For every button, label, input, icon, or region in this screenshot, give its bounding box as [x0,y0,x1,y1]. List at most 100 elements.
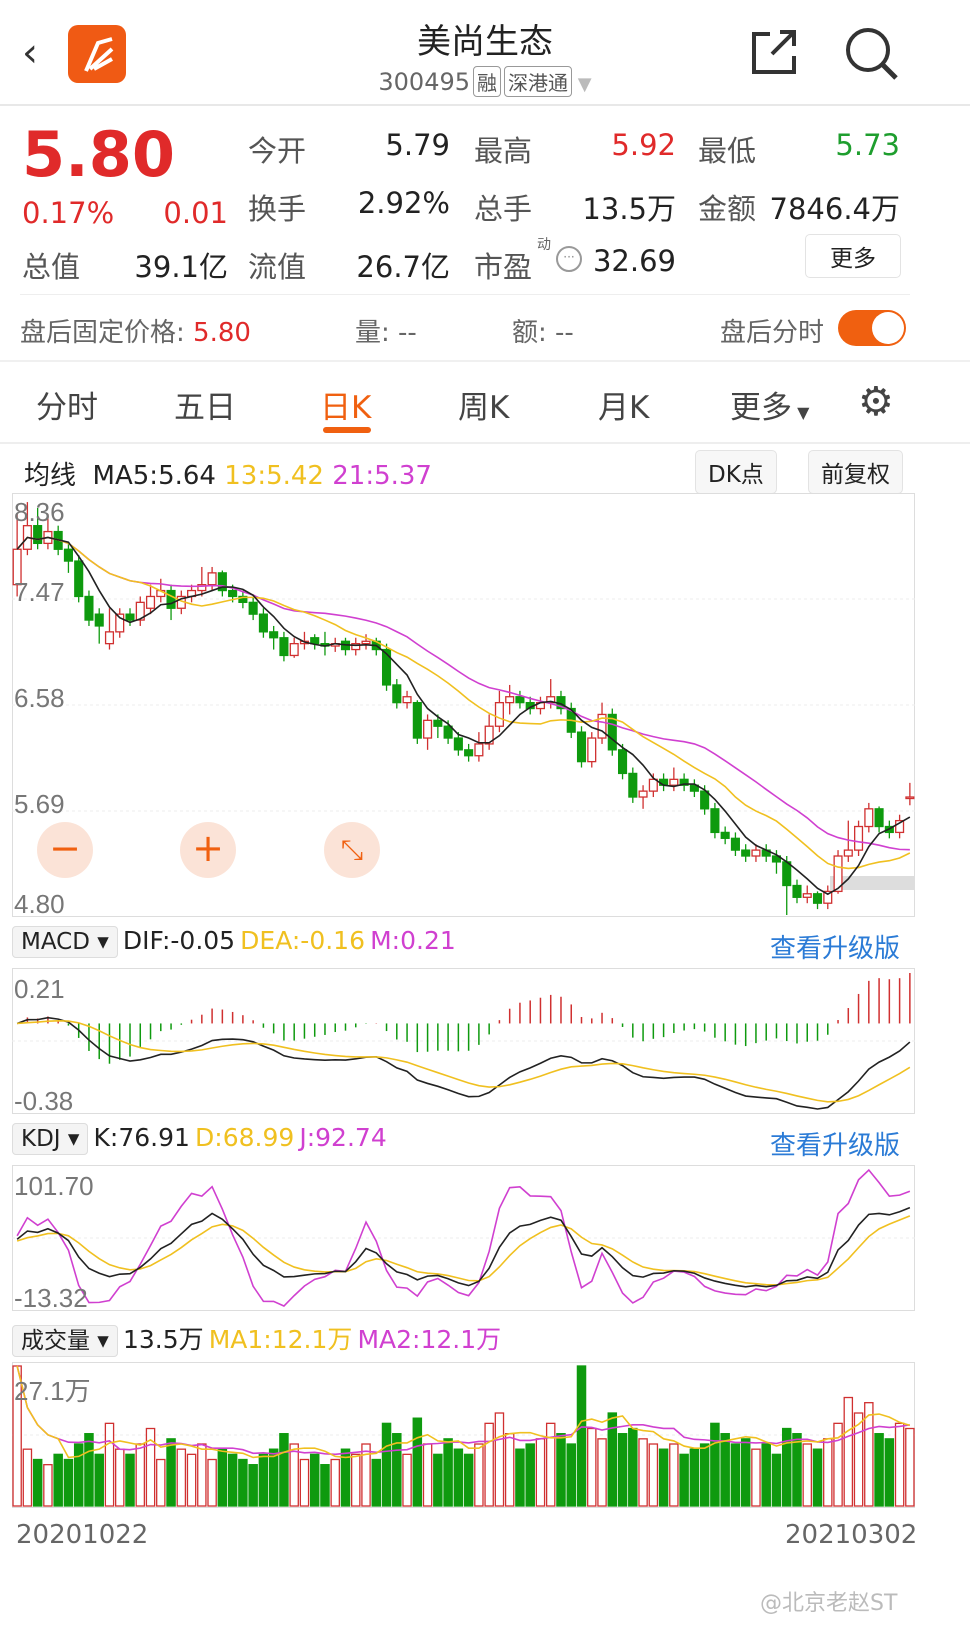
kdj-axis-label: -13.32 [14,1283,88,1311]
volume-bar [689,1448,700,1507]
volume-bar [792,1433,802,1507]
candle-body [74,560,84,598]
candle-body [823,890,833,904]
after-hours-price-value: 5.80 [193,318,251,348]
volume-bar [289,1443,299,1507]
volume-bar [545,1422,556,1507]
candle-body [843,849,853,857]
volume-bar [125,1453,135,1507]
pe-info-icon[interactable]: ··· [556,246,582,272]
candle-body [546,696,556,704]
volume-bar [884,1438,895,1507]
quote-value: 32.69 [592,244,676,278]
search-icon[interactable] [844,26,900,86]
macd-upgrade-link[interactable]: 查看升级版 [770,934,901,964]
candle-body [484,725,494,745]
volume-bar [433,1453,443,1507]
dk-point-button[interactable]: DK点 [695,450,777,494]
stock-code: 300495 [378,68,471,96]
quote-label: 最高 [474,134,533,168]
tab-monthly-k[interactable]: 月K [598,390,650,426]
candle-body [433,719,443,727]
volume-bar [392,1433,402,1507]
candle-body [464,749,474,757]
volume-bar [699,1443,710,1507]
candle-body [587,737,597,763]
macd-header: MACD ▾ DIF:-0.05 DEA:-0.16 M:0.21 [12,926,456,958]
kdj-upgrade-link[interactable]: 查看升级版 [770,1131,901,1161]
tab-weekly-k[interactable]: 周K [458,390,510,426]
candle-body [782,861,792,887]
quote-label: 总值 [22,250,81,284]
volume-bar [422,1443,433,1507]
volume-ma2-line [16,1365,910,1456]
volume-bar [104,1422,115,1507]
candle-body [412,701,422,739]
volume-bar [833,1422,843,1507]
candle-body [197,584,207,592]
quote-value: 5.79 [385,128,450,162]
after-hours-volume-label: 量: [355,318,390,348]
volume-bar [207,1458,217,1507]
quote-label: 市盈 [474,250,533,284]
volume-bar [894,1422,905,1507]
zoom-in-button[interactable]: + [180,822,236,878]
candle-body [104,631,115,645]
volume-ma2: MA2:12.1万 [357,1325,502,1354]
macd-axis-label: 0.21 [14,974,65,1004]
macd-chart: 0.21 -0.38 [12,968,915,1114]
tab-five-day[interactable]: 五日 [174,390,236,426]
d-line [16,1215,911,1286]
candle-body [474,743,484,757]
volume-bar [371,1458,382,1507]
ma-legend: 均线 MA5:5.64 13:5.42 21:5.37 [24,455,432,492]
volume-bar [823,1438,833,1507]
candlestick-chart[interactable]: 8.36 7.47 6.58 5.69 4.80 [12,493,915,917]
kdj-d: D:68.99 [195,1123,295,1152]
ma21-line [16,536,910,851]
volume-bar [720,1433,730,1507]
candle-body [94,613,104,627]
tab-daily-k[interactable]: 日K [320,390,372,426]
quote-label: 今开 [248,134,307,168]
candle-body [812,893,823,904]
volume-bar [771,1453,782,1507]
after-hours-amount: 额: -- [512,312,574,349]
candle-body [771,855,782,863]
dif-line [16,1016,911,1110]
candle-body [63,548,73,562]
zoom-out-button[interactable]: − [37,822,93,878]
j-line [16,1168,911,1307]
volume-bar [381,1422,392,1507]
candle-body [310,637,320,645]
share-icon[interactable] [750,28,798,80]
volume-bar [628,1427,638,1507]
volume-bar [730,1443,741,1507]
divider [0,104,970,106]
volume-bar [474,1443,484,1507]
adjust-button[interactable]: 前复权 [808,450,903,494]
after-hours-toggle[interactable] [838,310,906,346]
kdj-selector[interactable]: KDJ ▾ [12,1123,89,1155]
volume-bar [217,1448,228,1507]
settings-gear-icon[interactable]: ⚙ [858,379,894,425]
candle-body [833,855,843,893]
tab-more[interactable]: 更多 ▼ [730,382,809,427]
back-button[interactable]: ‹ [22,30,38,76]
candle-body [792,884,802,898]
quote-value: 7846.4万 [769,192,900,226]
more-button[interactable]: 更多 [805,234,901,278]
tab-minute[interactable]: 分时 [36,390,98,426]
volume-selector[interactable]: 成交量 ▾ [12,1325,118,1357]
dropdown-icon[interactable]: ▼ [572,74,592,95]
macd-selector[interactable]: MACD ▾ [12,926,118,958]
after-hours-volume: 量: -- [355,312,417,349]
candle-body [648,778,658,792]
volume-bar [238,1458,248,1507]
volume-bar [22,1448,33,1507]
fullscreen-button[interactable]: ⤡ [324,822,380,878]
candle-body [515,696,525,704]
change-percent: 0.17% [22,196,115,230]
divider [0,360,970,362]
candle-body [279,637,289,657]
